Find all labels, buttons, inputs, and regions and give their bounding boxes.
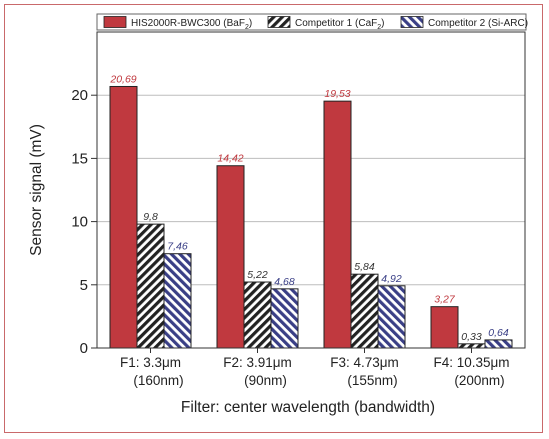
x-tick-label-line2: (160nm): [133, 373, 183, 388]
legend-label-main: Competitor 2 (Si-ARC): [428, 18, 528, 29]
data-label: 20,69: [109, 73, 136, 85]
legend-label-main: Competitor 1 (CaF: [295, 18, 377, 29]
bar-series-2-cat-0: [163, 253, 192, 349]
x-tick-label-line1: F1: 3.3μm: [120, 355, 181, 370]
bar-series-2-cat-1: [270, 288, 299, 349]
data-label: 4,92: [381, 273, 402, 285]
y-axis-title: Sensor signal (mV): [28, 124, 45, 256]
data-label: 19,53: [324, 88, 350, 100]
bar-series-2-cat-3: [484, 339, 513, 349]
y-tick-label: 5: [80, 277, 88, 294]
x-tick-label-line2: (90nm): [244, 373, 287, 388]
legend-label: Competitor 2 (Si-ARC): [428, 18, 528, 29]
bar-series-1-cat-3: [457, 343, 486, 349]
legend: HIS2000R-BWC300 (BaF2) Competitor 1 (CaF2…: [96, 13, 528, 31]
axes-group: [96, 31, 526, 349]
legend-label-subscript: 2: [245, 24, 249, 31]
y-tick-label: 15: [71, 150, 88, 167]
data-labels: 20,69 14,42 19,53 3,27 9,8 5,22 5,84 0,33 7,46 4,…: [109, 73, 509, 342]
x-axis-ticks: F1: 3.3μm (160nm) F2: 3.91μm (90nm) F3: 4.73…: [120, 348, 510, 388]
chart-frame: [4, 4, 543, 433]
legend-swatch: [103, 16, 127, 28]
bar-series-0-cat-2: [323, 100, 352, 349]
x-tick-label-line2: (200nm): [454, 373, 504, 388]
bar-series-0-cat-1: [216, 165, 245, 349]
bar-series-2-cat-2: [377, 285, 406, 349]
data-label: 9,8: [143, 211, 158, 223]
plot-area-border: [96, 31, 526, 349]
x-axis-title: Filter: center wavelength (bandwidth): [181, 399, 435, 416]
legend-swatch: [267, 16, 291, 28]
legend-label-main: HIS2000R-BWC300 (BaF: [131, 18, 245, 29]
data-label: 14,42: [217, 153, 243, 165]
y-tick-label: 10: [71, 214, 88, 231]
legend-swatch: [400, 16, 424, 28]
x-tick-label-line1: F3: 4.73μm: [330, 355, 399, 370]
bar-series-1-cat-2: [350, 273, 379, 349]
y-axis-ticks: 0 5 10 15 20: [71, 87, 97, 357]
legend-label-tail: ): [249, 18, 252, 29]
data-label: 3,27: [434, 294, 456, 306]
x-tick-label-line2: (155nm): [347, 373, 397, 388]
y-tick-label: 0: [80, 340, 88, 357]
y-tick-label: 20: [71, 87, 88, 104]
data-label: 5,22: [247, 269, 268, 281]
data-label: 5,84: [354, 261, 375, 273]
legend-label: HIS2000R-BWC300 (BaF2): [131, 18, 252, 31]
legend-label: Competitor 1 (CaF2): [295, 18, 385, 31]
data-label: 7,46: [167, 241, 188, 253]
bar-series-1-cat-1: [243, 281, 272, 349]
bars-group: [109, 85, 513, 349]
bar-series-0-cat-3: [430, 306, 459, 349]
legend-label-tail: ): [381, 18, 384, 29]
data-label: 4,68: [274, 276, 295, 288]
bar-series-1-cat-0: [136, 223, 165, 349]
legend-label-subscript: 2: [377, 24, 381, 31]
data-label: 0,33: [461, 331, 482, 343]
data-label: 0,64: [488, 327, 509, 339]
bar-series-0-cat-0: [109, 85, 138, 349]
x-tick-label-line1: F4: 10.35μm: [433, 355, 509, 370]
x-tick-label-line1: F2: 3.91μm: [223, 355, 292, 370]
